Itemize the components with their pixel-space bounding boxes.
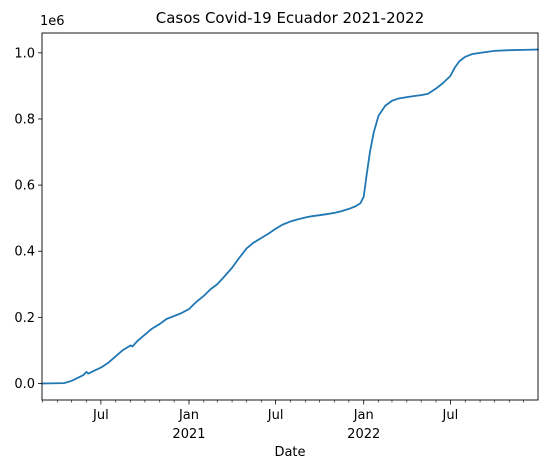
series-line-cases bbox=[42, 50, 538, 384]
y-tick-label: 0.0 bbox=[14, 377, 35, 392]
x-axis-label: Date bbox=[274, 445, 305, 460]
x-tick-label: Jul bbox=[92, 408, 109, 423]
y-tick-label: 0.4 bbox=[14, 245, 35, 260]
x-tick-label: Jan bbox=[353, 408, 374, 423]
x-tick-label: Jul bbox=[267, 408, 284, 423]
y-axis-offset-label: 1e6 bbox=[40, 14, 65, 29]
plot-frame bbox=[42, 33, 538, 400]
y-tick-label: 0.2 bbox=[14, 311, 35, 326]
x-tick-label: Jul bbox=[442, 408, 459, 423]
y-tick-label: 0.8 bbox=[14, 112, 35, 127]
series-layer bbox=[42, 50, 538, 384]
x-axis-ticks: Jul Jan 2021 Jul Jan 2022 Jul bbox=[42, 400, 523, 442]
x-tick-year-label: 2021 bbox=[172, 427, 205, 442]
y-axis-ticks: 0.0 0.2 0.4 0.6 0.8 1.0 bbox=[14, 46, 42, 392]
y-tick-label: 0.6 bbox=[14, 179, 35, 194]
chart-title: Casos Covid-19 Ecuador 2021-2022 bbox=[156, 9, 425, 27]
x-tick-year-label: 2022 bbox=[347, 427, 380, 442]
y-tick-label: 1.0 bbox=[14, 46, 35, 61]
x-tick-label: Jan bbox=[178, 408, 199, 423]
